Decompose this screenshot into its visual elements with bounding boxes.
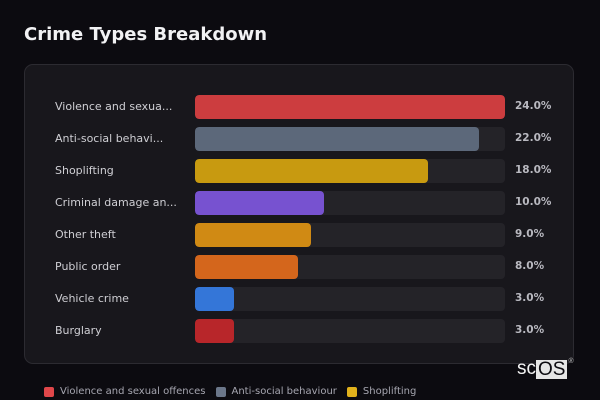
bar-row: Violence and sexua... 24.0% — [25, 95, 573, 119]
legend-item[interactable]: Violence and sexual offences — [44, 386, 206, 397]
bar-track — [195, 287, 505, 311]
bar-label: Violence and sexua... — [55, 100, 173, 113]
bar-fill[interactable] — [195, 319, 234, 343]
bar-label: Vehicle crime — [55, 292, 129, 305]
bar-fill[interactable] — [195, 127, 480, 151]
bar-row: Public order 8.0% — [25, 255, 573, 279]
bar-track — [195, 255, 505, 279]
bar-value: 10.0% — [515, 196, 552, 208]
logo-text: sc — [517, 358, 536, 379]
bar-track — [195, 159, 505, 183]
bar-value: 24.0% — [515, 100, 552, 112]
bar-track — [195, 127, 505, 151]
scos-logo: sc OS ® — [517, 358, 574, 380]
bar-track — [195, 223, 505, 247]
bar-fill[interactable] — [195, 95, 505, 119]
bar-label: Anti-social behavi... — [55, 132, 164, 145]
legend-item[interactable]: Anti-social behaviour — [215, 386, 337, 397]
bar-fill[interactable] — [195, 191, 325, 215]
bar-label: Shoplifting — [55, 164, 114, 177]
bar-fill[interactable] — [195, 159, 428, 183]
registered-mark-icon: ® — [568, 357, 574, 365]
chart-legend: Violence and sexual offences Anti-social … — [44, 386, 416, 397]
bar-fill[interactable] — [195, 223, 312, 247]
bar-value: 22.0% — [515, 132, 552, 144]
legend-swatch-icon — [215, 386, 226, 397]
bar-row: Anti-social behavi... 22.0% — [25, 127, 573, 151]
legend-label: Shoplifting — [362, 386, 417, 397]
bar-row: Shoplifting 18.0% — [25, 159, 573, 183]
bar-label: Criminal damage an... — [55, 196, 177, 209]
legend-item[interactable]: Shoplifting — [346, 386, 417, 397]
bar-track — [195, 95, 505, 119]
bar-value: 8.0% — [515, 260, 545, 272]
bar-label: Public order — [55, 260, 121, 273]
logo-boxed-text: OS — [536, 358, 568, 380]
bar-row: Burglary 3.0% — [25, 319, 573, 343]
legend-swatch-icon — [44, 386, 54, 397]
bar-value: 9.0% — [515, 228, 545, 240]
bar-value: 3.0% — [515, 324, 545, 336]
chart-title: Crime Types Breakdown — [24, 24, 268, 45]
bar-row: Vehicle crime 3.0% — [25, 287, 573, 311]
bar-label: Other theft — [55, 228, 116, 241]
bar-value: 18.0% — [515, 164, 552, 176]
bar-fill[interactable] — [195, 255, 299, 279]
chart-panel: Violence and sexua... 24.0% Anti-social be… — [24, 64, 574, 364]
bar-value: 3.0% — [515, 292, 545, 304]
bar-fill[interactable] — [195, 287, 234, 311]
legend-swatch-icon — [346, 386, 357, 397]
bar-row: Criminal damage an... 10.0% — [25, 191, 573, 215]
bar-row: Other theft 9.0% — [25, 223, 573, 247]
legend-label: Violence and sexual offences — [60, 386, 206, 397]
bar-label: Burglary — [55, 324, 102, 337]
legend-label: Anti-social behaviour — [231, 386, 337, 397]
bar-track — [195, 319, 505, 343]
bar-track — [195, 191, 505, 215]
